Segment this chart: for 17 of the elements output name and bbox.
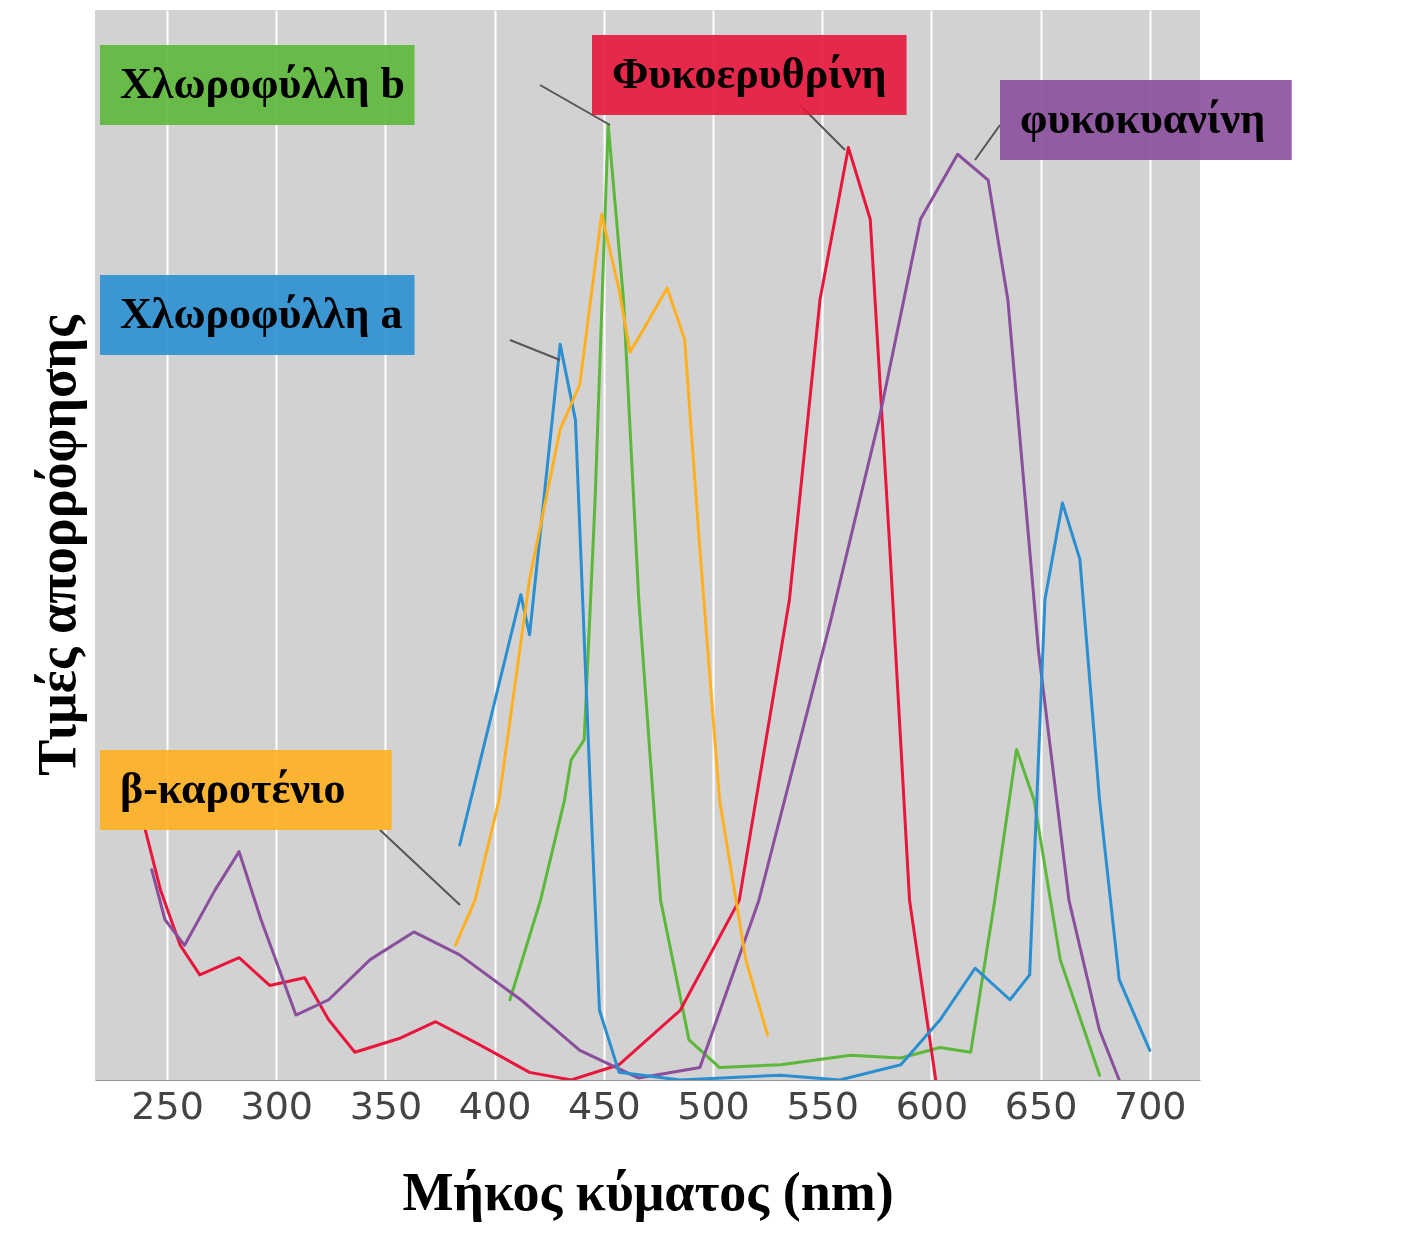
y-axis-title: Τιμές απορρόφησης: [26, 314, 87, 776]
x-tick-label: 450: [568, 1083, 641, 1128]
x-tick-label: 700: [1114, 1083, 1187, 1128]
text: Χλωροφύλλη a: [120, 289, 403, 338]
x-tick-label: 350: [349, 1083, 423, 1128]
x-tick-label: 650: [1004, 1083, 1078, 1128]
series-label: φυκοκυανίνη: [1020, 94, 1266, 143]
text: β-καροτένιο: [120, 764, 346, 813]
text: Χλωροφύλλη b: [120, 59, 406, 108]
x-tick-label: 400: [458, 1083, 532, 1128]
x-tick-label: 250: [131, 1083, 204, 1128]
x-axis-title: Μήκος κύματος (nm): [402, 1161, 894, 1222]
x-tick-label: 500: [677, 1083, 750, 1128]
series-label: Φυκοερυθρίνη: [612, 49, 887, 98]
x-tick-label: 600: [895, 1083, 969, 1128]
x-tick-label: 300: [240, 1083, 314, 1128]
x-tick-label: 550: [786, 1083, 859, 1128]
